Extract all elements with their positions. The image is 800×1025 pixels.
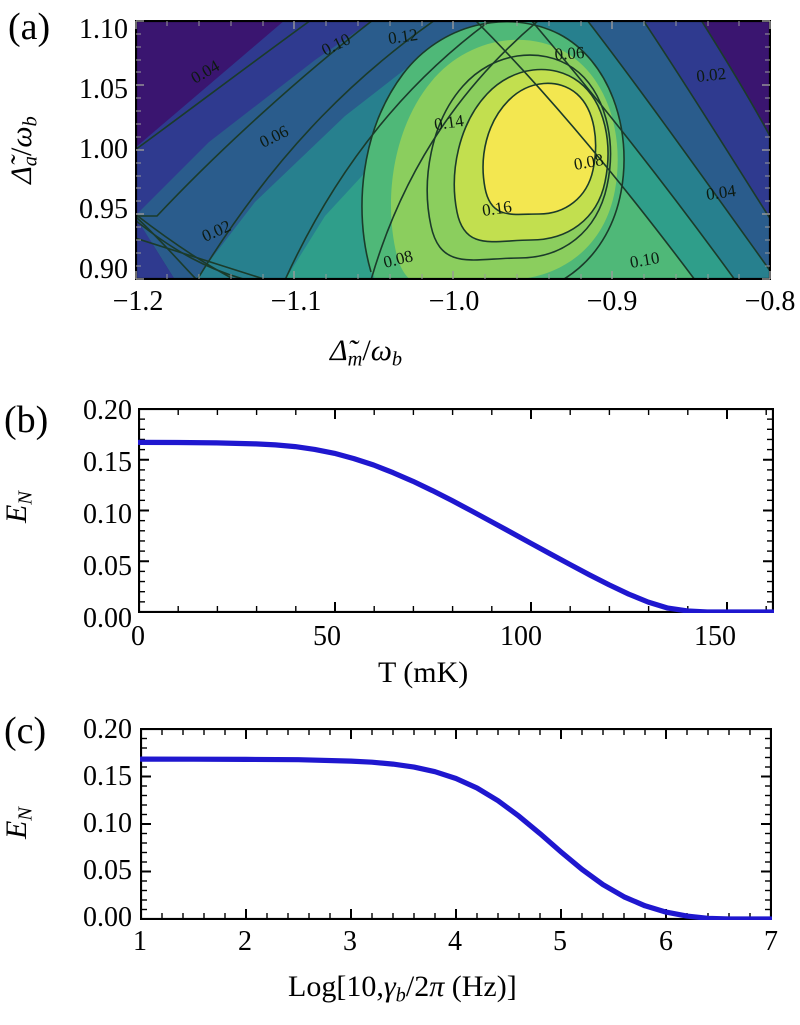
panel-a-ytick-3: 0.95 (79, 194, 128, 225)
panel-a-ytick-1: 1.05 (79, 74, 128, 105)
panel-a-ytick-2: 1.00 (79, 134, 128, 165)
panel-a-ytick-4: 0.90 (79, 254, 128, 285)
contour-label-10: 0.08 (572, 150, 605, 174)
panel-c-xtick-0: 1 (133, 926, 147, 957)
panel-c-plot (140, 728, 772, 920)
panel-a-xtick-4: −0.8 (744, 286, 796, 317)
panel-a-frame (135, 20, 771, 280)
panel-b-ylabel: EN (0, 491, 37, 524)
panel-b-ytick-2: 0.10 (83, 499, 132, 530)
panel-b-xtick-3: 150 (694, 621, 736, 652)
panel-b-ytick-3: 0.05 (83, 551, 132, 582)
panel-a-tag: (a) (8, 6, 51, 48)
panel-c-ytick-2: 0.10 (83, 808, 132, 839)
panel-c-curve (140, 756, 772, 920)
panel-b: (b) 0.20 0.15 0.10 0.05 0.00 0 50 100 15… (0, 395, 800, 690)
panel-c-tag: (c) (4, 710, 47, 752)
contour-label-2: 0.12 (387, 25, 419, 48)
panel-b-xtick-0: 0 (131, 621, 145, 652)
panel-b-plot (138, 408, 774, 613)
panel-a-xtick-3: −0.9 (586, 286, 638, 317)
panel-a-xlabel: Δ̃m/ωb (330, 334, 403, 371)
panel-c-xtick-1: 2 (238, 926, 252, 957)
panel-b-xtick-1: 50 (313, 621, 341, 652)
panel-b-ytick-4: 0.00 (83, 603, 132, 634)
contour-label-11: 0.04 (705, 181, 738, 204)
contour-label-9: 0.02 (695, 64, 727, 86)
panel-c-xtick-3: 4 (448, 926, 462, 957)
panel-b-xtick-2: 100 (500, 621, 542, 652)
contour-label-7: 0.16 (481, 197, 513, 220)
panel-c-ytick-0: 0.20 (83, 714, 132, 745)
panel-c-xtick-6: 7 (764, 926, 778, 957)
panel-c-frame (140, 728, 772, 920)
panel-c-xtick-5: 6 (659, 926, 673, 957)
panel-c-xtick-2: 3 (343, 926, 357, 957)
panel-c-xtick-4: 5 (553, 926, 567, 957)
contour-label-12: 0.10 (628, 248, 661, 272)
panel-b-xlabel: T (mK) (378, 656, 469, 689)
panel-a: (a) 1.10 1.05 1.00 0.95 0.90 −1.2 −1.1 −… (0, 0, 800, 400)
panel-b-ytick-1: 0.15 (83, 447, 132, 478)
panel-a-xtick-0: −1.2 (112, 286, 164, 317)
panel-b-tag: (b) (4, 399, 49, 441)
contour-label-6: 0.14 (433, 111, 466, 134)
panel-a-ylabel: Δ̃a/ωb (4, 116, 42, 184)
panel-b-frame (138, 408, 774, 613)
contour-lines (137, 22, 769, 278)
panel-b-ytick-0: 0.20 (83, 395, 132, 426)
panel-a-xtick-2: −1.0 (428, 286, 480, 317)
panel-b-curve (138, 439, 774, 613)
contour-bands (137, 22, 769, 278)
panel-c: (c) 0.20 0.15 0.10 0.05 0.00 1 2 3 4 5 6… (0, 700, 800, 1025)
panel-c-ytick-1: 0.15 (83, 761, 132, 792)
panel-a-contour-plot: 0.04 0.10 0.12 0.06 0.02 0.08 0.14 0.16 … (135, 20, 771, 280)
panel-a-ytick-0: 1.10 (79, 14, 128, 45)
panel-c-ytick-3: 0.05 (83, 855, 132, 886)
panel-a-xtick-1: −1.1 (270, 286, 322, 317)
panel-c-ylabel: EN (0, 807, 37, 840)
panel-c-xlabel: Log[10,γb/2π (Hz)] (288, 970, 517, 1007)
panel-c-ytick-4: 0.00 (83, 902, 132, 933)
contour-label-8: 0.06 (554, 43, 585, 64)
